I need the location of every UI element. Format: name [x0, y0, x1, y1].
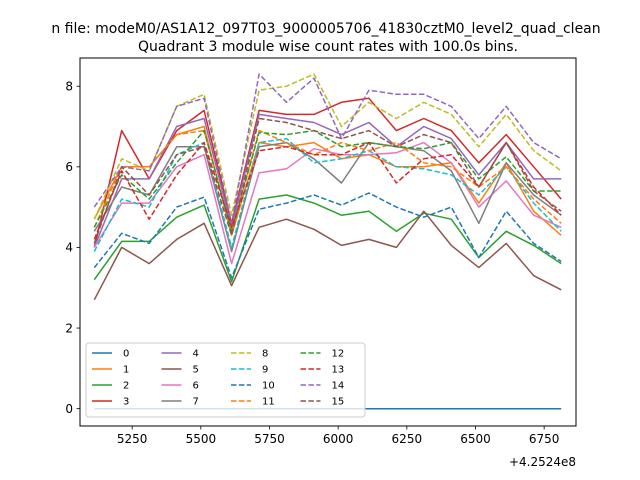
x-tick-label: 6000: [323, 432, 354, 446]
legend-label-3: 3: [123, 397, 129, 408]
series-line-7: [93, 141, 562, 253]
legend-label-13: 13: [332, 365, 345, 376]
legend-label-5: 5: [193, 365, 199, 376]
legend-label-4: 4: [193, 349, 199, 360]
x-offset-label: +4.2524e8: [509, 455, 576, 469]
legend-label-14: 14: [332, 381, 345, 392]
y-tick-label: 6: [65, 160, 73, 174]
y-tick-label: 8: [65, 80, 73, 94]
series-line-14: [93, 73, 562, 225]
legend-label-1: 1: [123, 365, 129, 376]
series-line-12: [93, 129, 562, 233]
legend-label-7: 7: [193, 397, 199, 408]
series-line-13: [93, 141, 562, 240]
x-axis-ticks: 5250 5500 5750 6000 6250 6500 6750: [117, 426, 560, 446]
series-line-5: [93, 210, 562, 301]
series-line-1: [93, 125, 562, 237]
legend-label-0: 0: [123, 349, 129, 360]
legend-box: [85, 342, 366, 418]
legend-label-6: 6: [193, 381, 199, 392]
y-axis-ticks: 0 2 4 6 8: [65, 80, 80, 416]
plot-lines: [93, 73, 562, 410]
legend-label-10: 10: [262, 381, 275, 392]
legend-label-11: 11: [262, 397, 275, 408]
series-line-10: [93, 192, 562, 279]
x-tick-label: 5750: [254, 432, 285, 446]
series-line-15: [93, 117, 562, 244]
chart-title: Quadrant 3 module wise count rates with …: [138, 39, 518, 55]
x-tick-label: 6750: [529, 432, 560, 446]
figure-suptitle: n file: modeM0/AS1A12_097T03_9000005706_…: [51, 21, 600, 37]
legend-label-15: 15: [332, 397, 345, 408]
legend-label-9: 9: [262, 365, 268, 376]
y-tick-label: 0: [65, 402, 73, 416]
series-line-2: [93, 194, 562, 283]
series-line-11: [93, 129, 562, 233]
legend-label-2: 2: [123, 381, 129, 392]
plot-frame: [79, 57, 577, 427]
x-tick-label: 5250: [117, 432, 148, 446]
legend-label-8: 8: [262, 349, 268, 360]
x-tick-label: 5500: [186, 432, 217, 446]
x-tick-label: 6250: [392, 432, 423, 446]
legend-label-12: 12: [332, 349, 345, 360]
series-line-6: [93, 141, 562, 265]
x-tick-label: 6500: [460, 432, 491, 446]
y-tick-label: 2: [65, 321, 73, 335]
y-tick-label: 4: [65, 241, 73, 255]
series-line-9: [93, 137, 562, 252]
series-line-4: [93, 113, 562, 248]
